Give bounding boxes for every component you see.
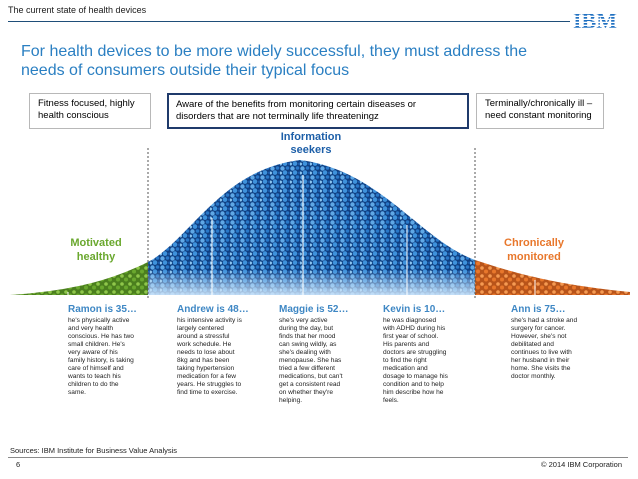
callout-motivated-healthy: Fitness focused, highly health conscious [29,93,151,129]
page-number: 6 [16,460,21,469]
persona-andrew-heading: Andrew is 48… [177,304,249,315]
persona-maggie: Maggie is 52… she's very active during t… [279,304,348,404]
curve-right-tail [475,260,630,295]
persona-ann-heading: Ann is 75… [511,304,565,315]
callout-chronically-monitored: Terminally/chronically ill – need consta… [476,93,604,129]
persona-kevin-text: he was diagnosed with ADHD during his fi… [382,317,450,404]
ibm-logo: IBM [573,8,617,32]
copyright: © 2014 IBM Corporation [541,460,622,469]
segment-left-label-2: healthy [77,251,116,263]
callout-left-line-1: Fitness focused, highly [38,98,135,109]
segment-center-label-1: Information [281,131,342,143]
persona-ramon: Ramon is 35… he's physically active and … [67,304,137,396]
callout-middle-line-1: Aware of the benefits from monitoring ce… [176,99,417,110]
sources-note: Sources: IBM Institute for Business Valu… [10,446,178,455]
headline-line-2: needs of consumers outside their typical… [21,62,350,79]
persona-maggie-text: she's very active during the day, but fi… [279,317,344,404]
curve-center-base [148,270,475,295]
callout-right-line-1: Terminally/chronically ill – [485,98,593,109]
persona-kevin-heading: Kevin is 10… [383,304,445,315]
header-label: The current state of health devices [8,5,147,15]
footer-divider [8,457,628,458]
persona-andrew-text: his intensive activity is largely center… [176,317,244,396]
persona-ann-text: she's had a stroke and surgery for cance… [511,317,579,380]
persona-ramon-text: he's physically active and very health c… [67,317,136,396]
callout-middle-line-2: disorders that are not terminally life t… [176,111,379,122]
persona-kevin: Kevin is 10… he was diagnosed with ADHD … [382,304,450,404]
segment-right-label-1: Chronically [504,237,565,249]
headline: For health devices to be more widely suc… [21,42,621,80]
segment-left-label-1: Motivated [70,237,121,249]
segment-right-label-2: monitored [507,251,561,263]
callout-information-seekers: Aware of the benefits from monitoring ce… [167,93,469,129]
segment-center-label-2: seekers [291,144,332,156]
headline-line-1: For health devices to be more widely suc… [21,43,528,60]
persona-ann: Ann is 75… she's had a stroke and surger… [511,304,579,380]
ibm-logo-text: IBM [573,8,617,32]
curve-center-body [148,160,475,295]
curve-left-tail [10,262,148,295]
persona-ramon-heading: Ramon is 35… [68,304,137,315]
callout-left-line-2: health conscious [38,110,109,121]
header-divider [8,21,570,22]
callout-right-line-2: need constant monitoring [485,110,592,121]
persona-maggie-heading: Maggie is 52… [279,304,348,315]
bell-curve-diagram: Information seekers Motivated healthy Ch… [10,131,630,404]
persona-andrew: Andrew is 48… his intensive activity is … [176,304,249,396]
